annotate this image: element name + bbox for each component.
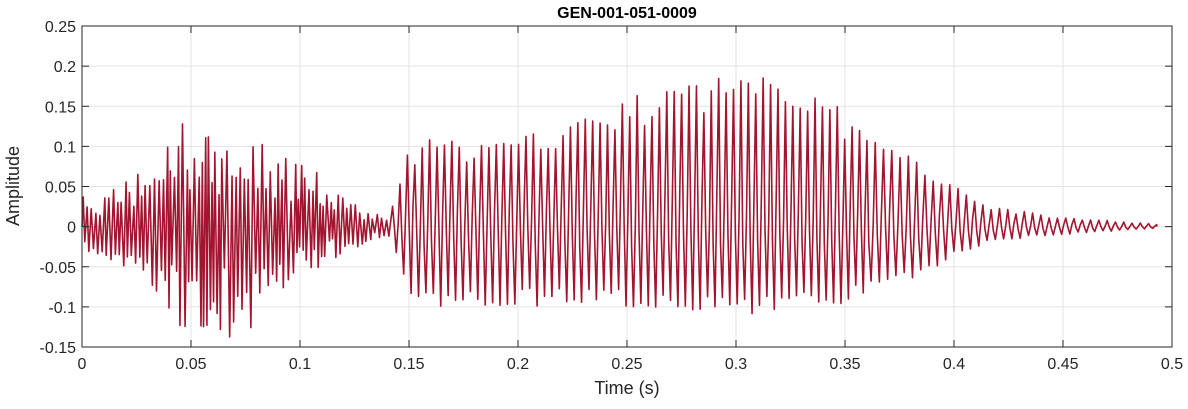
y-tick-label: 0.15 — [45, 99, 76, 116]
y-axis-label: Amplitude — [3, 146, 23, 226]
chart-title: GEN-001-051-0009 — [557, 5, 697, 22]
y-tick-label: 0.1 — [54, 139, 76, 156]
x-tick-label: 0.1 — [289, 356, 311, 373]
x-tick-label: 0.35 — [829, 356, 860, 373]
y-tick-label: 0.25 — [45, 19, 76, 36]
x-tick-label: 0.3 — [725, 356, 747, 373]
x-tick-label: 0.25 — [611, 356, 642, 373]
y-tick-label: 0.2 — [54, 59, 76, 76]
x-tick-label: 0.5 — [1161, 356, 1183, 373]
waveform-series-line — [81, 77, 1158, 338]
x-tick-label: 0.2 — [507, 356, 529, 373]
y-tick-labels: -0.15 -0.1 -0.05 0 0.05 0.1 0.15 0.2 0.25 — [40, 19, 77, 357]
x-tick-labels: 0 0.05 0.1 0.15 0.2 0.25 0.3 0.35 0.4 0.45 0.5 — [78, 356, 1184, 373]
x-tick-label: 0.45 — [1047, 356, 1078, 373]
x-tick-label: 0.4 — [943, 356, 965, 373]
x-tick-label: 0.05 — [175, 356, 206, 373]
y-tick-label: 0.05 — [45, 180, 76, 197]
tick-marks — [81, 25, 1173, 348]
y-tick-label: 0 — [67, 220, 76, 237]
y-tick-label: -0.05 — [40, 260, 77, 277]
y-tick-label: -0.15 — [40, 340, 77, 357]
x-tick-label: 0 — [78, 356, 87, 373]
y-tick-label: -0.1 — [48, 300, 76, 317]
x-tick-label: 0.15 — [393, 356, 424, 373]
x-axis-label: Time (s) — [594, 378, 659, 398]
